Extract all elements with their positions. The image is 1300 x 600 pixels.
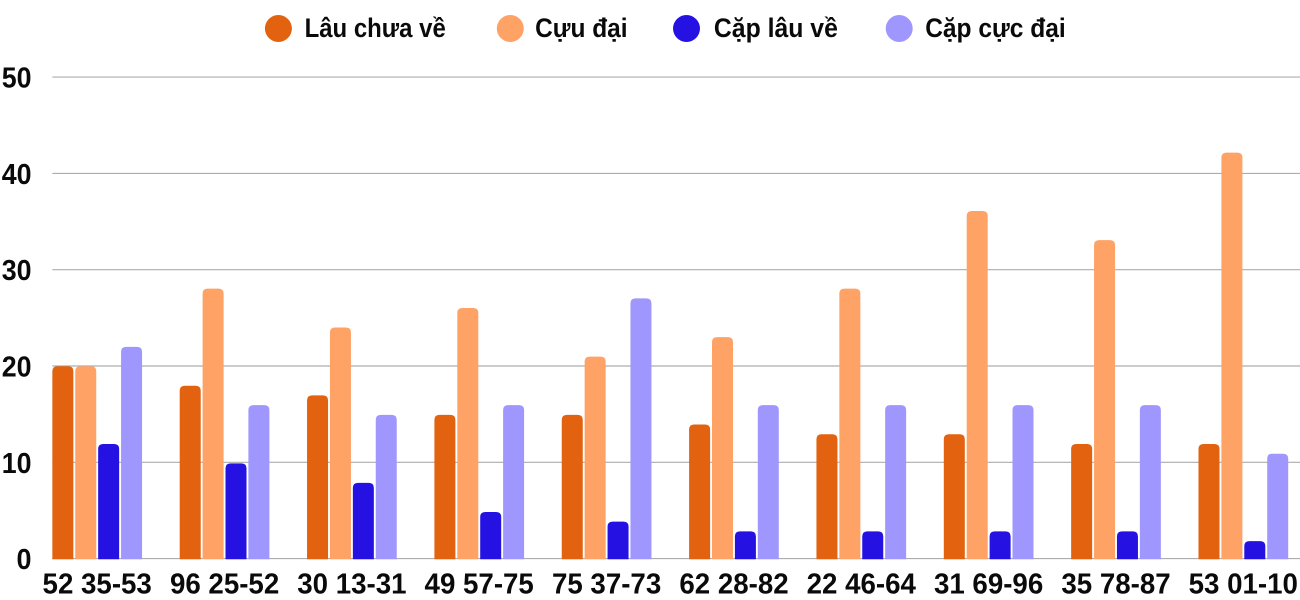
svg-text:50: 50 [2, 63, 32, 95]
svg-text:0: 0 [17, 544, 32, 576]
svg-text:Cựu đại: Cựu đại [535, 13, 628, 43]
svg-text:31 69-96: 31 69-96 [934, 569, 1043, 600]
svg-text:20: 20 [2, 352, 32, 384]
svg-text:35 78-87: 35 78-87 [1061, 569, 1170, 600]
svg-text:30 13-31: 30 13-31 [297, 569, 406, 600]
svg-text:Cặp lâu về: Cặp lâu về [714, 13, 838, 43]
svg-text:53 01-10: 53 01-10 [1189, 569, 1298, 600]
svg-text:52 35-53: 52 35-53 [43, 569, 152, 600]
svg-text:96 25-52: 96 25-52 [170, 569, 279, 600]
svg-text:Cặp cực đại: Cặp cực đại [925, 13, 1065, 43]
svg-text:30: 30 [2, 255, 32, 287]
svg-text:49 57-75: 49 57-75 [425, 569, 534, 600]
svg-text:22 46-64: 22 46-64 [807, 569, 916, 600]
svg-text:75 37-73: 75 37-73 [552, 569, 661, 600]
svg-text:10: 10 [2, 448, 32, 480]
svg-text:Lâu chưa về: Lâu chưa về [305, 13, 446, 43]
svg-text:40: 40 [2, 159, 32, 191]
svg-text:62 28-82: 62 28-82 [679, 569, 788, 600]
